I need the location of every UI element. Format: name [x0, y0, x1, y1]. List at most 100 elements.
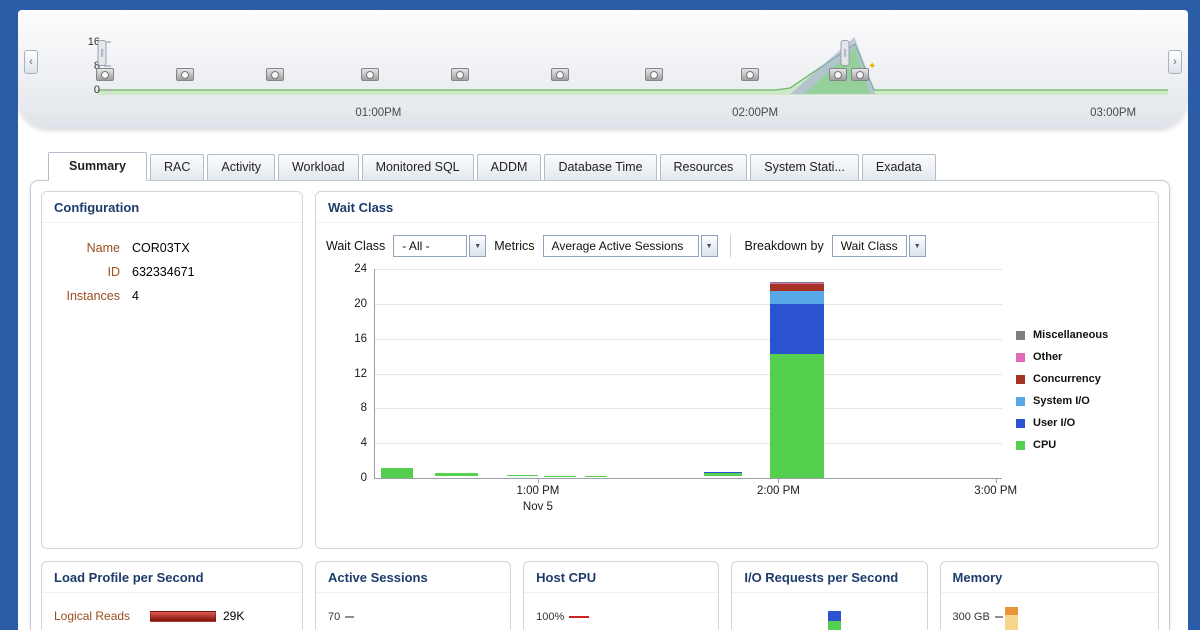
metric-label: Logical Reads [54, 609, 131, 623]
x-tick-mark [537, 479, 539, 483]
y-tick-label: 24 [354, 263, 367, 275]
segment-cpu [381, 467, 413, 478]
snapshot-icon[interactable] [95, 68, 114, 81]
y-tick-label: 8 [360, 402, 367, 415]
axis-tick [345, 616, 355, 618]
tab-resources[interactable]: Resources [659, 154, 748, 181]
timeline-slider-right-handle[interactable]: ∥ [840, 40, 850, 66]
panel-i-o-requests-per-second: I/O Requests per Second [731, 561, 928, 630]
y-tick-label: 12 [354, 367, 367, 380]
wait-class-toolbar: Wait Class - All - ▼ Metrics Average Active … [316, 223, 1158, 263]
segment-user-i-o [770, 303, 824, 355]
wait-class-plot: 0 4 8 12 16 20 24 [354, 263, 1002, 484]
legend-label: System I/O [1033, 395, 1090, 407]
configuration-fields: Name COR03TX ID 632334671 Instances 4 [42, 223, 302, 321]
snapshot-icon[interactable] [451, 68, 470, 81]
tab-database-time[interactable]: Database Time [544, 154, 657, 181]
snapshot-icon[interactable] [550, 68, 569, 81]
tab-workload[interactable]: Workload [277, 154, 359, 181]
tab-summary[interactable]: Summary [48, 152, 147, 181]
mini-bar-segment [1004, 607, 1018, 615]
legend-swatch [1016, 330, 1025, 340]
snapshot-icon[interactable] [361, 68, 380, 81]
control-label: Metrics [494, 239, 535, 253]
panel-host-cpu: Host CPU 100% [523, 561, 720, 630]
config-field-value: 632334671 [132, 265, 195, 279]
timeline-slider-left-handle[interactable]: ∥ [97, 40, 107, 66]
timeline-region: ‹ › 16 8 0 ✦ ∥ ∥ 01:00PM 02:00PM 03:00PM [18, 10, 1188, 128]
legend-label: User I/O [1033, 417, 1076, 429]
tab-addm[interactable]: ADDM [476, 154, 542, 181]
axis-label: 100% [536, 611, 565, 623]
snapshot-icon[interactable] [176, 68, 195, 81]
y-tick-label: 16 [354, 332, 367, 345]
legend-item-system-i-o: System I/O [1016, 395, 1152, 407]
dropdown-arrow-button[interactable]: ▼ [700, 235, 718, 257]
dropdown-arrow-button[interactable]: ▼ [908, 235, 926, 257]
segment-cpu [704, 473, 742, 477]
panel-title: Host CPU [524, 562, 719, 593]
axis-tick [569, 616, 590, 618]
panel-title: Active Sessions [316, 562, 511, 593]
chart-bar [704, 471, 742, 478]
segment-cpu [506, 474, 538, 477]
legend-item-other: Other [1016, 351, 1152, 363]
legend-swatch [1016, 418, 1025, 428]
star-icon: ✦ [868, 61, 877, 72]
mini-stacked-bar [828, 611, 842, 630]
tab-activity[interactable]: Activity [207, 154, 275, 181]
dropdown-value[interactable]: Average Active Sessions [542, 235, 699, 257]
mini-bar-segment [828, 621, 842, 630]
x-tick-label: 1:00 PM [516, 485, 560, 497]
panel-title: Memory [940, 562, 1158, 593]
wait-class-chart-area: 0 4 8 12 16 20 24 1:00 PM Nov 5 2:00 PM 3:00 PM [326, 263, 1017, 517]
panel-content: 300 GB [941, 593, 1158, 630]
snapshot-icon[interactable] [645, 68, 664, 81]
wait-class-title: Wait Class [316, 192, 1158, 223]
timeline-scroll-left-button[interactable]: ‹ [24, 50, 38, 74]
tab-system-stati[interactable]: System Stati... [750, 154, 859, 181]
metric-bar [150, 610, 216, 622]
config-field-label: ID [107, 265, 121, 279]
x-tick-label: 3:00 PM [974, 485, 1018, 497]
config-field-value: COR03TX [132, 241, 190, 255]
wait-class-legend: Miscellaneous Other Concurrency System I/O U… [1002, 269, 1152, 517]
panel-active-sessions: Active Sessions 70 [315, 561, 512, 630]
x-tick-mark [995, 479, 997, 483]
legend-swatch [1016, 396, 1025, 406]
panel-content: 70 [316, 593, 510, 630]
add-snapshot-icon[interactable]: ✦ [851, 61, 876, 81]
gridline [375, 338, 1002, 340]
y-tick-label: 0 [360, 472, 367, 484]
panel-title: Load Profile per Second [42, 562, 302, 593]
axis-label-row: 300 GB [953, 611, 1146, 623]
legend-item-user-i-o: User I/O [1016, 417, 1152, 429]
chart-bar [381, 467, 413, 478]
wait-class-x-axis: 1:00 PM Nov 5 2:00 PM 3:00 PM [374, 479, 1017, 517]
timeline-scroll-right-button[interactable]: › [1168, 50, 1182, 74]
legend-item-miscellaneous: Miscellaneous [1016, 329, 1152, 341]
gridline [375, 303, 1002, 305]
mini-stacked-bar [1004, 607, 1018, 630]
mini-bar-segment [1004, 615, 1018, 630]
snapshot-icon[interactable] [829, 68, 848, 81]
segment-user-i-o [704, 471, 742, 474]
legend-swatch [1016, 440, 1025, 450]
tab-rac[interactable]: RAC [149, 154, 205, 181]
tab-exadata[interactable]: Exadata [861, 154, 936, 181]
chart-bar [434, 472, 479, 478]
timeline-y-label: 16 [87, 36, 100, 48]
dropdown-wait-class: - All - ▼ [393, 235, 487, 257]
x-tick-label: 2:00 PM [757, 485, 800, 497]
dropdown-value[interactable]: - All - [393, 235, 468, 257]
dropdown-metrics: Average Active Sessions ▼ [542, 235, 718, 257]
dropdown-arrow-button[interactable]: ▼ [469, 235, 487, 257]
wait-class-panel: Wait Class Wait Class - All - ▼ Metrics Aver… [315, 191, 1159, 549]
panel-memory: Memory 300 GB [939, 561, 1159, 630]
tab-monitored-sql[interactable]: Monitored SQL [361, 154, 474, 181]
snapshot-icon[interactable] [266, 68, 285, 81]
snapshot-icon[interactable] [741, 68, 760, 81]
control-group-breakdown-by: Breakdown by Wait Class ▼ [729, 235, 926, 257]
metric-value: 29K [223, 609, 245, 623]
dropdown-value[interactable]: Wait Class [831, 235, 907, 257]
